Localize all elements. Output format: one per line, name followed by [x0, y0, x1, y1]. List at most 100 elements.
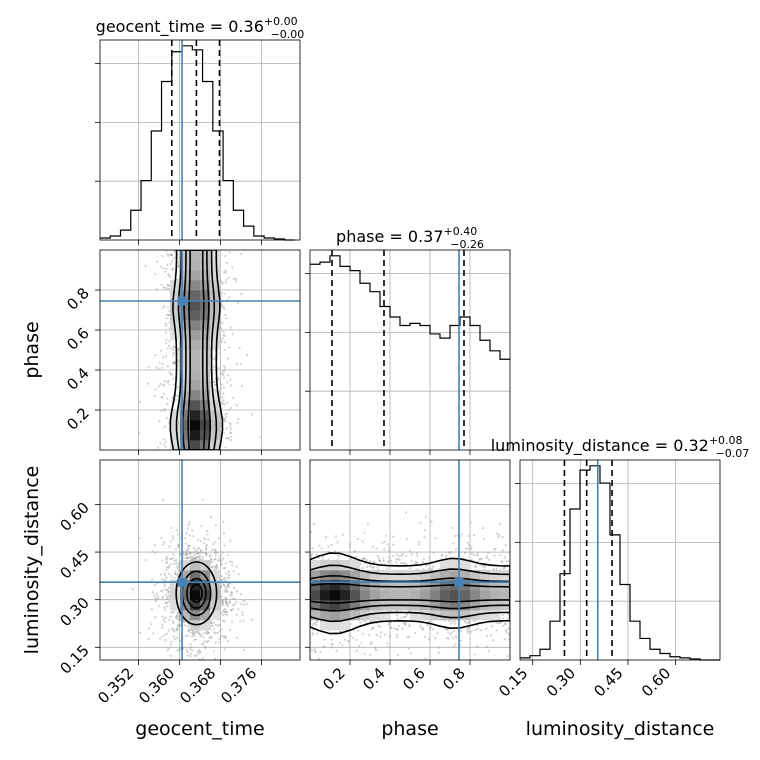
sample-point: [166, 397, 169, 400]
density-cell: [210, 610, 221, 621]
sample-point: [167, 566, 170, 569]
sample-point: [243, 648, 246, 652]
sample-point: [416, 554, 419, 558]
sample-point: [437, 651, 440, 654]
sample-point: [220, 305, 223, 308]
sample-point: [218, 637, 221, 640]
sample-point: [395, 553, 399, 556]
sample-point: [488, 558, 491, 561]
ytick-label-phase: 0.8: [63, 284, 93, 314]
sample-point: [430, 520, 433, 523]
sample-point: [229, 326, 232, 329]
density-cell: [390, 580, 401, 591]
density-cell: [440, 570, 451, 581]
sample-point: [408, 550, 412, 553]
sample-point: [477, 627, 480, 631]
sample-point: [400, 561, 403, 565]
sample-point: [193, 632, 197, 635]
sample-point: [395, 558, 398, 561]
sample-point: [213, 551, 217, 554]
sample-point: [168, 288, 171, 291]
sample-point: [228, 560, 231, 563]
sample-point: [224, 636, 227, 640]
sample-point: [417, 660, 419, 662]
sample-point: [390, 626, 393, 630]
sample-point: [198, 554, 201, 557]
sample-point: [470, 552, 474, 555]
sample-point: [481, 526, 485, 530]
sample-point: [171, 535, 174, 538]
sample-point: [172, 345, 175, 348]
sample-point: [165, 601, 169, 604]
sample-point: [378, 625, 381, 629]
sample-point: [229, 431, 232, 434]
density-cell: [370, 610, 381, 621]
sample-point: [189, 655, 192, 658]
sample-point: [226, 583, 229, 586]
sample-point: [162, 618, 165, 621]
sample-point: [174, 547, 177, 551]
sample-point: [227, 437, 231, 440]
sample-point: [188, 544, 191, 547]
contour-line: [186, 577, 207, 609]
sample-point: [223, 307, 226, 311]
sample-point: [227, 576, 230, 579]
sample-point: [476, 554, 480, 557]
sample-point: [232, 277, 235, 280]
sample-point: [466, 541, 469, 544]
sample-point: [170, 254, 173, 257]
density-cell: [400, 590, 411, 601]
sample-point: [218, 629, 222, 632]
sample-point: [224, 271, 227, 274]
sample-point: [372, 561, 376, 564]
density-cell: [200, 320, 211, 331]
sample-point: [347, 639, 350, 642]
sample-point: [170, 574, 173, 578]
sample-point: [220, 302, 223, 306]
sample-point: [230, 560, 234, 564]
sample-point: [161, 578, 164, 581]
sample-point: [186, 557, 189, 560]
density-cell: [190, 250, 201, 261]
sample-point: [401, 552, 405, 556]
sample-point: [167, 344, 171, 347]
sample-point: [191, 555, 194, 559]
sample-point: [167, 629, 170, 632]
sample-point: [173, 256, 176, 260]
sample-point: [203, 551, 206, 554]
sample-point: [449, 622, 452, 625]
sample-point: [222, 399, 225, 402]
sample-point: [355, 649, 358, 652]
sample-point: [186, 625, 190, 628]
sample-point: [404, 623, 407, 626]
sample-point: [495, 621, 498, 624]
sample-point: [377, 624, 380, 628]
sample-point: [397, 557, 400, 560]
sample-point: [501, 560, 504, 563]
sample-point: [196, 650, 199, 653]
density-cell: [210, 580, 221, 591]
sample-point: [224, 613, 227, 616]
sample-point: [454, 534, 457, 537]
density-cell: [190, 440, 201, 450]
sample-point: [228, 409, 231, 412]
sample-point: [230, 423, 233, 426]
sample-point: [424, 635, 427, 639]
sample-point: [222, 583, 225, 586]
sample-point: [467, 534, 470, 538]
contour-line: [187, 250, 206, 450]
sample-point: [361, 567, 364, 570]
sample-point: [194, 637, 197, 641]
sample-point: [166, 253, 169, 256]
sample-point: [176, 348, 180, 351]
sample-point: [161, 498, 164, 502]
sample-point: [165, 342, 168, 345]
sample-point: [378, 558, 381, 562]
sample-point: [229, 539, 232, 542]
sample-point: [198, 632, 201, 635]
density-cell: [390, 570, 401, 581]
sample-point: [187, 545, 190, 548]
sample-point: [222, 619, 225, 622]
density-cell: [190, 600, 201, 611]
sample-point: [177, 615, 180, 618]
